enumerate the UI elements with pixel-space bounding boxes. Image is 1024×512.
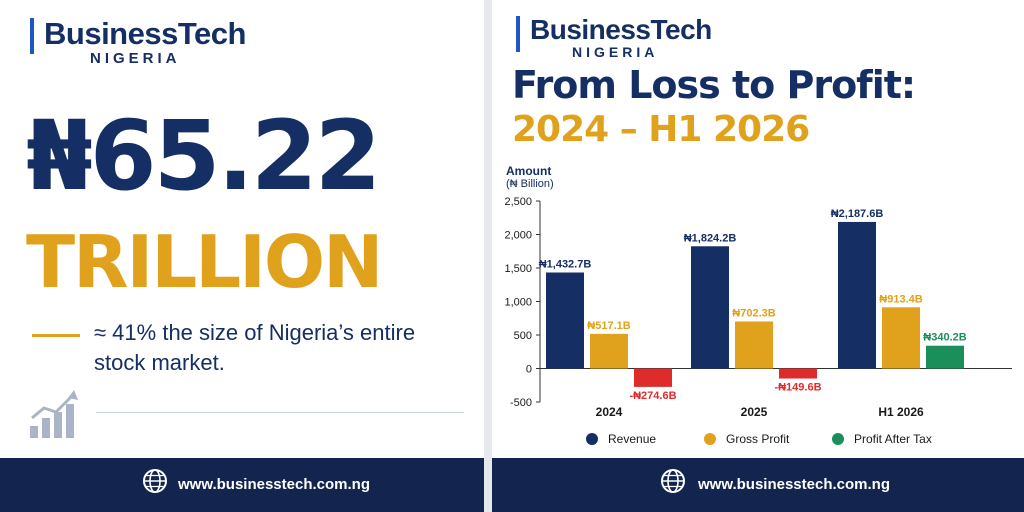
data-label: ₦1,824.2B xyxy=(684,232,737,244)
data-label: ₦913.4B xyxy=(879,293,922,305)
y-tick-label: 500 xyxy=(514,330,532,342)
y-tick-label: 2,000 xyxy=(504,230,532,242)
legend-label-gross-profit: Gross Profit xyxy=(726,431,790,446)
bar xyxy=(546,272,584,369)
legend-item-profit-after-tax: Profit After Tax xyxy=(832,431,932,451)
y-tick-label: 1,000 xyxy=(504,297,532,309)
note-dash xyxy=(32,334,80,337)
legend-swatch-gross-profit xyxy=(704,432,716,445)
data-label: ₦1,432.7B xyxy=(539,259,592,271)
legend-label-revenue: Revenue xyxy=(608,431,657,446)
x-tick-label: H1 2026 xyxy=(878,405,924,419)
legend-swatch-revenue xyxy=(586,432,598,445)
footer-bar: www.businesstech.com.ng xyxy=(492,458,1024,512)
right-panel: BusinessTech NIGERIA From Loss to Profit… xyxy=(492,0,1024,512)
headline-unit: TRILLION xyxy=(26,220,383,304)
legend-label-profit-after-tax: Profit After Tax xyxy=(854,431,932,446)
data-label: ₦702.3B xyxy=(732,307,775,319)
footer-bar: www.businesstech.com.ng xyxy=(0,458,484,512)
bar xyxy=(634,368,672,387)
website-link[interactable]: www.businesstech.com.ng xyxy=(178,476,370,493)
data-label: ₦2,187.6B xyxy=(831,208,884,220)
y-tick-label: 1,500 xyxy=(504,263,532,275)
legend-swatch-profit-after-tax xyxy=(832,432,844,445)
growth-chart-icon xyxy=(28,388,82,447)
brand-name: BusinessTech xyxy=(530,14,712,45)
y-axis-label: Amount xyxy=(506,164,552,178)
bar xyxy=(882,307,920,369)
bar xyxy=(779,368,817,379)
x-tick-label: 2024 xyxy=(596,405,623,419)
bar xyxy=(735,321,773,369)
bar xyxy=(926,345,964,369)
bar xyxy=(691,246,729,369)
y-tick-label: 2,500 xyxy=(504,196,532,208)
comparison-note: ≈ 41% the size of Nigeria’s entire stock… xyxy=(94,320,416,375)
brand-region: NIGERIA xyxy=(90,50,181,67)
data-label: -₦149.6B xyxy=(774,382,821,394)
bar-chart: -500 0 500 1,000 1,500 2,000 2,500 ₦1,432.7B ₦51… xyxy=(504,196,1012,419)
bar xyxy=(838,221,876,369)
y-tick-label: 0 xyxy=(526,364,532,376)
y-tick-label: -500 xyxy=(510,397,532,409)
globe-icon xyxy=(660,468,686,499)
legend-item-revenue: Revenue xyxy=(586,431,656,451)
brand-region: NIGERIA xyxy=(572,44,659,60)
globe-icon xyxy=(142,468,168,499)
chart-subtitle: 2024 – H1 2026 xyxy=(512,109,810,150)
headline-amount: ₦65.22 xyxy=(26,100,381,212)
data-label: -₦274.6B xyxy=(629,390,676,402)
left-panel: BusinessTech NIGERIA ₦65.22 TRILLION ≈ 4… xyxy=(0,0,484,512)
divider xyxy=(96,412,464,413)
legend-item-gross-profit: Gross Profit xyxy=(704,431,789,451)
logo-accent-bar xyxy=(30,18,34,54)
chart-title: From Loss to Profit: xyxy=(512,63,916,107)
data-label: ₦340.2B xyxy=(923,332,966,344)
x-tick-label: 2025 xyxy=(741,405,768,419)
bar xyxy=(590,333,628,369)
brand-name: BusinessTech xyxy=(44,16,246,51)
y-axis-unit: (₦ Billion) xyxy=(506,178,554,190)
data-label: ₦517.1B xyxy=(587,320,630,332)
logo-accent-bar xyxy=(516,16,520,52)
website-link[interactable]: www.businesstech.com.ng xyxy=(698,476,890,493)
